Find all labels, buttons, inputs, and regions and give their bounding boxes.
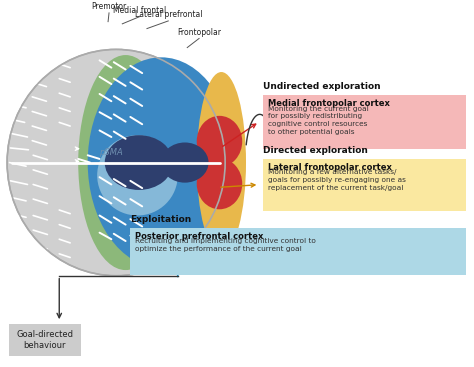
Text: Undirected exploration: Undirected exploration: [263, 82, 381, 91]
Text: pSMA: pSMA: [100, 148, 123, 157]
Text: Directed exploration: Directed exploration: [263, 146, 368, 155]
Ellipse shape: [97, 135, 178, 215]
FancyBboxPatch shape: [9, 324, 81, 356]
FancyBboxPatch shape: [263, 159, 466, 211]
Text: Frontopolar: Frontopolar: [177, 28, 221, 37]
Ellipse shape: [161, 142, 209, 183]
Ellipse shape: [78, 55, 173, 270]
Text: Medial frontopolar cortex: Medial frontopolar cortex: [268, 99, 390, 108]
Ellipse shape: [7, 50, 225, 276]
Text: Medial frontal: Medial frontal: [113, 6, 166, 15]
Text: Lateral frontopolar cortex: Lateral frontopolar cortex: [268, 163, 392, 172]
Text: Monitoring the current goal
for possibly redistributing
cognitive control resour: Monitoring the current goal for possibly…: [268, 106, 369, 135]
Ellipse shape: [105, 135, 173, 190]
Ellipse shape: [197, 72, 246, 253]
Text: Lateral prefrontal: Lateral prefrontal: [135, 10, 202, 19]
FancyBboxPatch shape: [263, 95, 466, 149]
Text: Goal-directed
behaviour: Goal-directed behaviour: [16, 330, 73, 350]
Text: Monitoring a few alternative tasks/
goals for possibly re-engaging one as
replac: Monitoring a few alternative tasks/ goal…: [268, 170, 406, 191]
FancyBboxPatch shape: [130, 228, 466, 275]
Text: Premotor: Premotor: [91, 2, 127, 11]
Text: Recruiting and implementing cognitive control to
optimize the performance of the: Recruiting and implementing cognitive co…: [135, 239, 316, 252]
Ellipse shape: [197, 158, 242, 209]
Ellipse shape: [88, 57, 235, 268]
Text: Posterior prefrontal cortex: Posterior prefrontal cortex: [135, 232, 264, 241]
Text: Exploitation: Exploitation: [130, 215, 191, 224]
Ellipse shape: [197, 116, 242, 167]
